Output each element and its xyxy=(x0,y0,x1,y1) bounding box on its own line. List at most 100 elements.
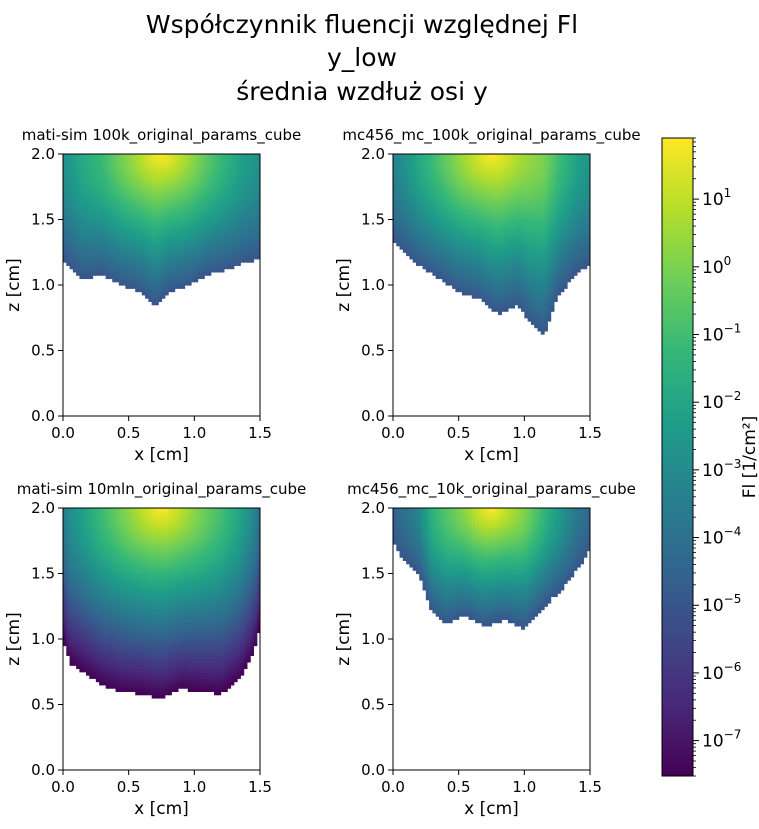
heatmap-cell xyxy=(138,157,143,162)
heatmap-cell xyxy=(63,176,67,181)
heatmap-cell xyxy=(517,163,522,168)
heatmap-cell xyxy=(230,252,235,257)
heatmap-cell xyxy=(560,186,565,191)
heatmap-cell xyxy=(415,252,420,257)
heatmap-cell xyxy=(256,163,260,168)
heatmap-cell xyxy=(540,248,545,253)
heatmap-cells xyxy=(63,154,260,306)
heatmap-cell xyxy=(583,216,588,221)
heatmap-cell xyxy=(72,170,77,175)
heatmap-cell xyxy=(125,154,130,158)
heatmap-cell xyxy=(141,275,146,280)
heatmap-cell xyxy=(145,271,149,276)
heatmap-cell xyxy=(154,242,159,247)
heatmap-cell xyxy=(122,252,126,257)
heatmap-cell xyxy=(256,203,260,207)
heatmap-cell xyxy=(76,190,81,194)
heatmap-cell xyxy=(115,226,120,230)
heatmap-cell xyxy=(501,242,506,247)
heatmap-cell xyxy=(511,242,516,247)
heatmap-cell xyxy=(567,275,571,280)
heatmap-cell xyxy=(230,173,235,178)
heatmap-cell xyxy=(491,163,496,168)
heatmap-cell xyxy=(168,288,172,293)
heatmap-cell xyxy=(560,255,565,260)
heatmap-cell xyxy=(158,278,163,283)
heatmap-cell xyxy=(230,163,235,168)
heatmap-cell xyxy=(534,173,539,178)
heatmap-cell xyxy=(547,219,552,224)
heatmap-cell xyxy=(501,239,506,244)
heatmap-cell xyxy=(557,226,562,230)
heatmap-cell xyxy=(246,212,251,217)
heatmap-cell xyxy=(468,255,473,260)
heatmap-cell xyxy=(553,291,558,296)
heatmap-cell xyxy=(560,288,565,293)
heatmap-cell xyxy=(246,235,251,240)
heatmap-cell xyxy=(220,222,225,227)
heatmap-cell xyxy=(164,275,169,280)
heatmap-cell xyxy=(524,193,529,198)
heatmap-cell xyxy=(419,232,424,237)
heatmap-cell xyxy=(484,176,489,181)
heatmap-cell xyxy=(145,248,149,253)
heatmap-cell xyxy=(481,180,486,185)
heatmap-cell xyxy=(85,206,90,211)
heatmap-cell xyxy=(207,193,212,198)
heatmap-cell xyxy=(237,209,241,214)
heatmap-cell xyxy=(580,235,585,240)
heatmap-cell xyxy=(514,252,519,257)
heatmap-cell xyxy=(399,180,404,185)
heatmap-cell xyxy=(521,203,525,207)
heatmap-cell xyxy=(514,258,519,263)
heatmap-cell xyxy=(217,268,222,273)
heatmap-cell xyxy=(145,285,149,289)
heatmap-cell xyxy=(161,190,166,194)
heatmap-cell xyxy=(141,281,146,286)
heatmap-cell xyxy=(448,193,453,198)
heatmap-cell xyxy=(448,229,453,234)
heatmap-cell xyxy=(227,173,232,178)
heatmap-cell xyxy=(547,304,552,309)
heatmap-cell xyxy=(214,186,218,191)
heatmap-cell xyxy=(243,248,248,253)
heatmap-cell xyxy=(534,199,539,204)
heatmap-cell xyxy=(82,252,87,257)
heatmap-cell xyxy=(448,265,453,270)
heatmap-cell xyxy=(99,190,103,194)
heatmap-cell xyxy=(243,203,248,207)
heatmap-cell xyxy=(488,167,493,171)
heatmap-cell xyxy=(187,173,192,178)
heatmap-cell xyxy=(455,258,460,263)
heatmap-cell xyxy=(567,235,571,240)
heatmap-cell xyxy=(511,209,516,214)
heatmap-cell xyxy=(66,557,71,561)
heatmap-cell xyxy=(570,242,575,247)
heatmap-cell xyxy=(69,629,74,634)
heatmap-cell xyxy=(85,265,90,270)
heatmap-cell xyxy=(158,252,163,257)
heatmap-cell xyxy=(102,248,107,253)
heatmap-cell xyxy=(442,212,447,217)
heatmap-cell xyxy=(402,170,407,175)
heatmap-cell xyxy=(105,157,110,162)
heatmap-cell xyxy=(550,183,555,188)
heatmap-cell xyxy=(406,219,411,224)
heatmap-cell xyxy=(445,281,450,286)
heatmap-cell xyxy=(66,544,71,548)
heatmap-cell xyxy=(89,229,94,234)
heatmap-cell xyxy=(550,203,555,207)
heatmap-cell xyxy=(115,163,120,168)
heatmap-cell xyxy=(435,157,440,162)
heatmap-cell xyxy=(256,206,260,211)
heatmap-cell xyxy=(145,242,149,247)
heatmap-cell xyxy=(85,242,90,247)
heatmap-cell xyxy=(122,216,126,221)
heatmap-cell xyxy=(517,173,522,178)
heatmap-cell xyxy=(576,232,581,237)
heatmap-cell xyxy=(243,245,248,250)
heatmap-cell xyxy=(138,235,143,240)
heatmap-cell xyxy=(425,268,430,273)
heatmap-cell xyxy=(233,235,238,240)
heatmap-cell xyxy=(498,255,502,260)
